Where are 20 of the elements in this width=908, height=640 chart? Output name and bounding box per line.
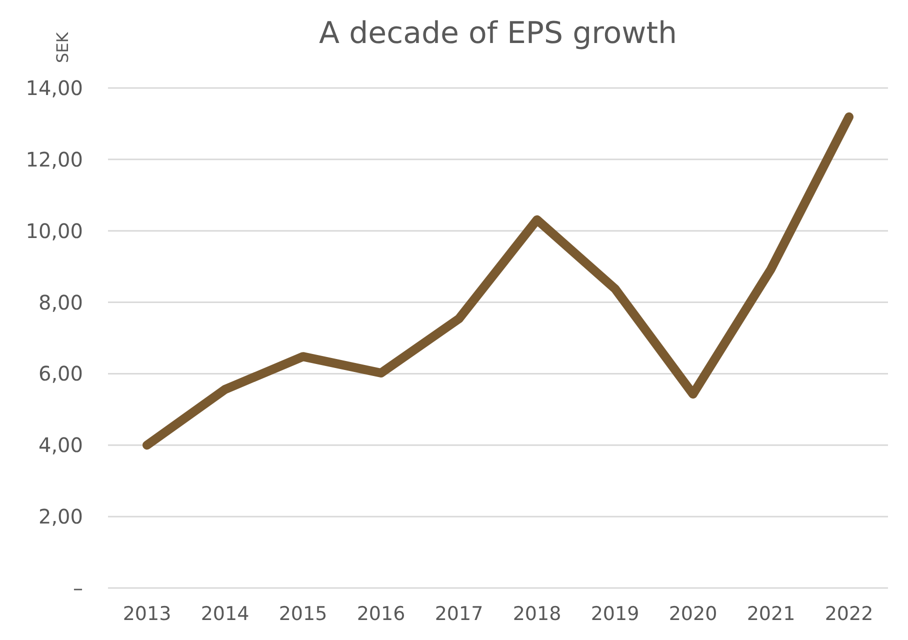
chart-title: A decade of EPS growth [319, 16, 677, 51]
y-tick-label: 14,00 [26, 76, 83, 100]
x-tick-label: 2014 [200, 603, 250, 625]
y-tick-label: 6,00 [38, 362, 83, 386]
y-tick-label: 2,00 [38, 504, 83, 529]
y-tick-label: 4,00 [38, 433, 83, 458]
x-tick-label: 2020 [668, 603, 718, 625]
x-tick-label: 2016 [356, 603, 406, 625]
x-tick-label: 2021 [746, 603, 796, 625]
y-tick-label: – [73, 576, 83, 600]
x-tick-label: 2018 [512, 603, 562, 625]
x-tick-label: 2013 [122, 603, 172, 625]
y-axis-title: SEK [53, 32, 72, 63]
x-tick-label: 2017 [434, 603, 484, 625]
y-tick-label: 10,00 [26, 218, 83, 243]
x-tick-label: 2019 [590, 603, 640, 625]
y-tick-label: 8,00 [38, 290, 83, 314]
x-tick-label: 2015 [278, 603, 328, 625]
x-tick-label: 2022 [824, 603, 874, 625]
y-tick-label: 12,00 [26, 147, 83, 172]
